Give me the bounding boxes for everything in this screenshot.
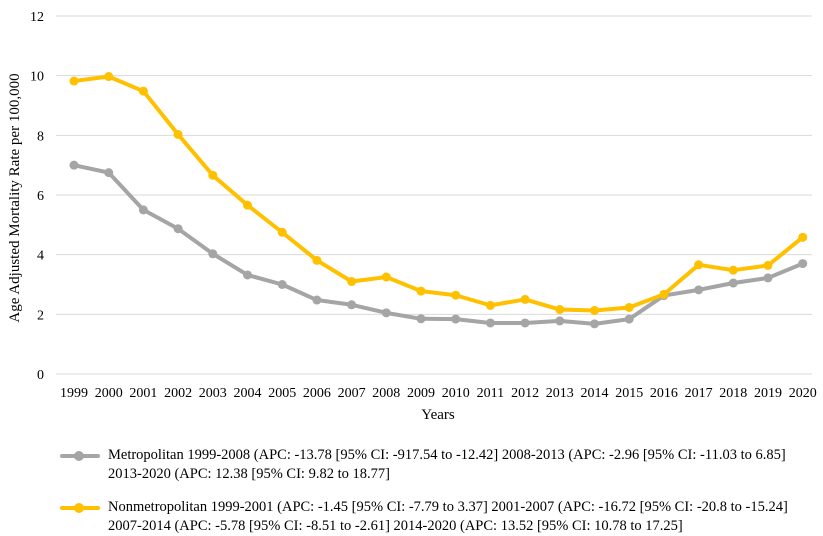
data-point [208, 249, 218, 259]
data-point [798, 259, 808, 269]
data-point [173, 129, 183, 139]
x-tick-label: 1999 [60, 386, 88, 401]
data-point [728, 278, 738, 288]
x-tick-label: 2016 [650, 386, 678, 401]
legend-item-metropolitan: Metropolitan 1999-2008 (APC: -13.78 [95%… [60, 446, 810, 484]
y-tick-label: 2 [37, 308, 44, 323]
data-point [416, 286, 426, 296]
x-tick-label: 2015 [615, 386, 643, 401]
x-tick-label: 2013 [546, 386, 574, 401]
legend-swatch-nonmetropolitan [60, 503, 100, 513]
data-point [381, 272, 391, 282]
data-point [694, 285, 704, 295]
data-point [555, 305, 565, 315]
series-1 [69, 72, 808, 315]
data-point [312, 255, 322, 265]
data-point [485, 318, 495, 328]
y-tick-label: 8 [37, 129, 44, 144]
data-point [763, 260, 773, 270]
data-point [277, 280, 287, 289]
data-point [347, 277, 357, 287]
data-point [69, 160, 79, 170]
x-tick-label: 2002 [164, 386, 192, 401]
legend-label-nonmetropolitan: Nonmetropolitan 1999-2001 (APC: -1.45 [9… [108, 499, 788, 534]
x-tick-label: 2019 [754, 386, 782, 401]
x-axis-label: Years [421, 407, 455, 423]
data-point [763, 273, 773, 283]
legend: Metropolitan 1999-2008 (APC: -13.78 [95%… [60, 446, 810, 536]
x-tick-label: 2009 [407, 386, 435, 401]
x-tick-label: 2001 [129, 386, 157, 401]
x-tick-label: 2017 [685, 386, 713, 401]
data-point [138, 86, 148, 96]
data-point [451, 314, 461, 324]
data-point [104, 168, 114, 178]
x-tick-label: 2011 [477, 386, 504, 401]
data-point [624, 314, 634, 324]
data-point [728, 265, 738, 275]
y-tick-label: 6 [37, 189, 44, 204]
data-point [381, 308, 391, 318]
data-point [590, 305, 599, 315]
x-tick-label: 2018 [719, 386, 747, 401]
series-lines [69, 72, 808, 329]
data-point [520, 294, 530, 304]
y-tick-label: 12 [30, 10, 44, 25]
data-point [624, 302, 634, 312]
data-point [69, 76, 79, 86]
x-tick-label: 2005 [268, 386, 296, 401]
data-point [485, 300, 495, 310]
x-tick-label: 2006 [303, 386, 331, 401]
data-point [520, 318, 530, 328]
legend-swatch-metropolitan [60, 451, 100, 461]
x-tick-label: 2008 [372, 386, 400, 401]
y-tick-label: 4 [37, 249, 44, 264]
data-point [555, 316, 565, 326]
data-point [451, 290, 461, 300]
x-tick-label: 2020 [789, 386, 817, 401]
data-point [243, 270, 252, 280]
x-tick-label: 2012 [511, 386, 539, 401]
data-point [590, 319, 599, 329]
data-point [416, 314, 426, 324]
y-axis-label: Age Adjusted Mortality Rate per 100,000 [7, 73, 23, 322]
series-line [73, 163, 804, 326]
data-point [798, 232, 808, 242]
x-tick-label: 2010 [442, 386, 470, 401]
x-tick-label: 2004 [234, 386, 262, 401]
data-point [694, 260, 704, 270]
y-tick-labels: 0 2 4 6 8 10 12 [30, 10, 44, 383]
x-tick-label: 2000 [95, 386, 123, 401]
series-0 [69, 160, 808, 329]
series-line [73, 74, 804, 313]
y-tick-label: 10 [30, 70, 44, 85]
x-tick-label: 2003 [199, 386, 227, 401]
x-tick-label: 2014 [581, 386, 609, 401]
data-point [104, 72, 114, 82]
legend-label-metropolitan: Metropolitan 1999-2008 (APC: -13.78 [95%… [108, 447, 786, 482]
data-point [659, 289, 669, 299]
x-tick-label: 2007 [338, 386, 366, 401]
data-point [138, 205, 148, 215]
x-tick-labels: 1999 2000 2001 2002 2003 2004 2005 2006 2007 2008… [60, 386, 817, 401]
data-point [347, 300, 357, 310]
data-point [173, 224, 183, 234]
data-point [277, 227, 287, 237]
data-point [312, 295, 322, 305]
legend-item-nonmetropolitan: Nonmetropolitan 1999-2001 (APC: -1.45 [9… [60, 498, 810, 536]
data-point [243, 200, 252, 210]
y-tick-label: 0 [37, 368, 44, 383]
data-point [208, 170, 218, 180]
